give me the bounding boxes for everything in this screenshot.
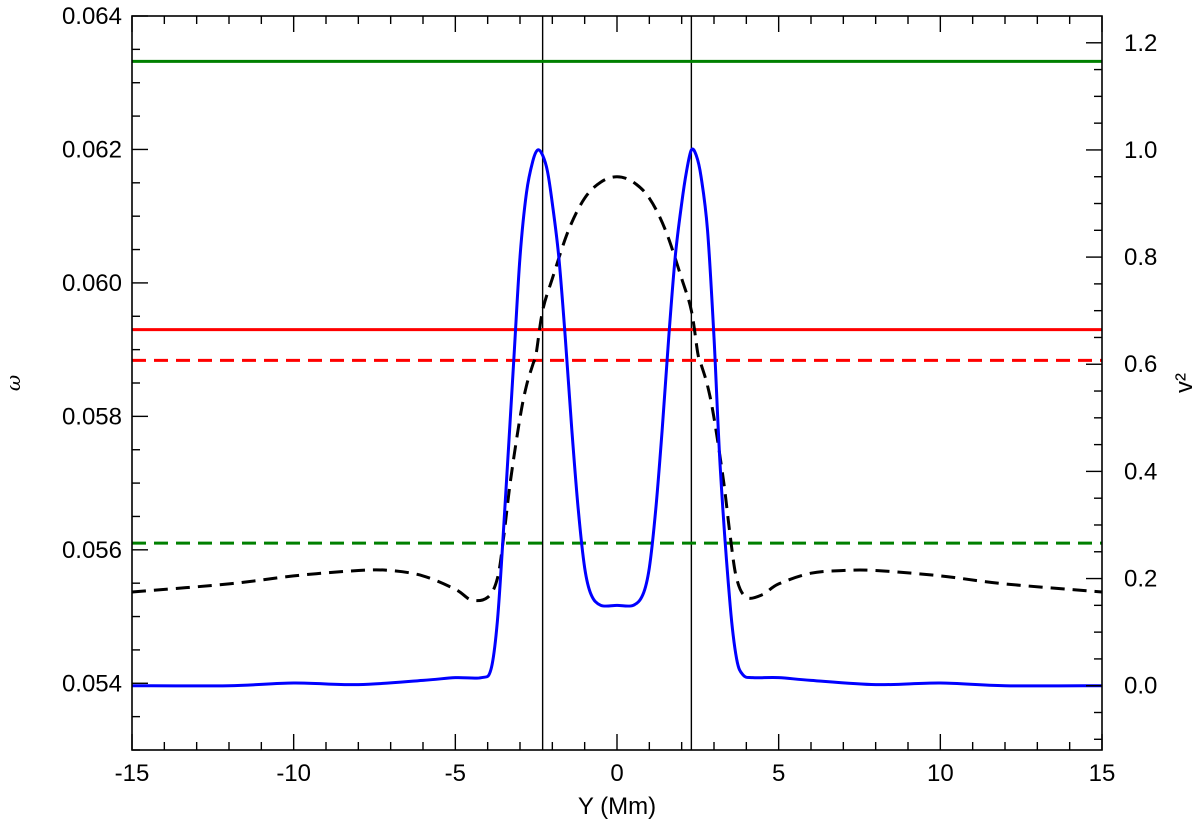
series-line-0 bbox=[131, 147, 1103, 688]
x-tick-label: -15 bbox=[115, 760, 150, 787]
y-right-tick-label: 0.4 bbox=[1124, 458, 1157, 485]
x-tick-label: 5 bbox=[772, 760, 785, 787]
x-tick-label: 0 bbox=[610, 760, 623, 787]
y-left-tick-label: 0.058 bbox=[62, 403, 122, 430]
x-tick-label: 15 bbox=[1089, 760, 1116, 787]
plot-frame bbox=[131, 15, 1103, 751]
y-left-tick-label: 0.056 bbox=[62, 537, 122, 564]
plot-area bbox=[131, 16, 1103, 750]
y-right-tick-label: 0.2 bbox=[1124, 566, 1157, 593]
y-right-tick-label: 0.0 bbox=[1124, 673, 1157, 700]
y-right-tick-label: 0.6 bbox=[1124, 351, 1157, 378]
y-right-tick-label: 1.2 bbox=[1124, 30, 1157, 57]
y-right-tick-label: 0.8 bbox=[1124, 244, 1157, 271]
x-tick-label: -5 bbox=[445, 760, 466, 787]
y-left-tick-label: 0.062 bbox=[62, 136, 122, 163]
y-axis-right-title: v² bbox=[1171, 373, 1198, 393]
x-axis-title: Y (Mm) bbox=[578, 793, 656, 820]
y-right-tick-label: 1.0 bbox=[1124, 137, 1157, 164]
axis-ticks: -15 -10 -5 0 5 10 15 0.054 0.056 0.058 0.060 0.062 0… bbox=[62, 3, 1157, 787]
y-left-tick-label: 0.060 bbox=[62, 270, 122, 297]
x-tick-label: -10 bbox=[276, 760, 311, 787]
x-tick-label: 10 bbox=[927, 760, 954, 787]
y-left-tick-label: 0.054 bbox=[62, 670, 122, 697]
y-left-tick-label: 0.064 bbox=[62, 3, 122, 30]
y-axis-left-title: ω bbox=[1, 375, 25, 391]
series-line-1 bbox=[131, 175, 1103, 603]
